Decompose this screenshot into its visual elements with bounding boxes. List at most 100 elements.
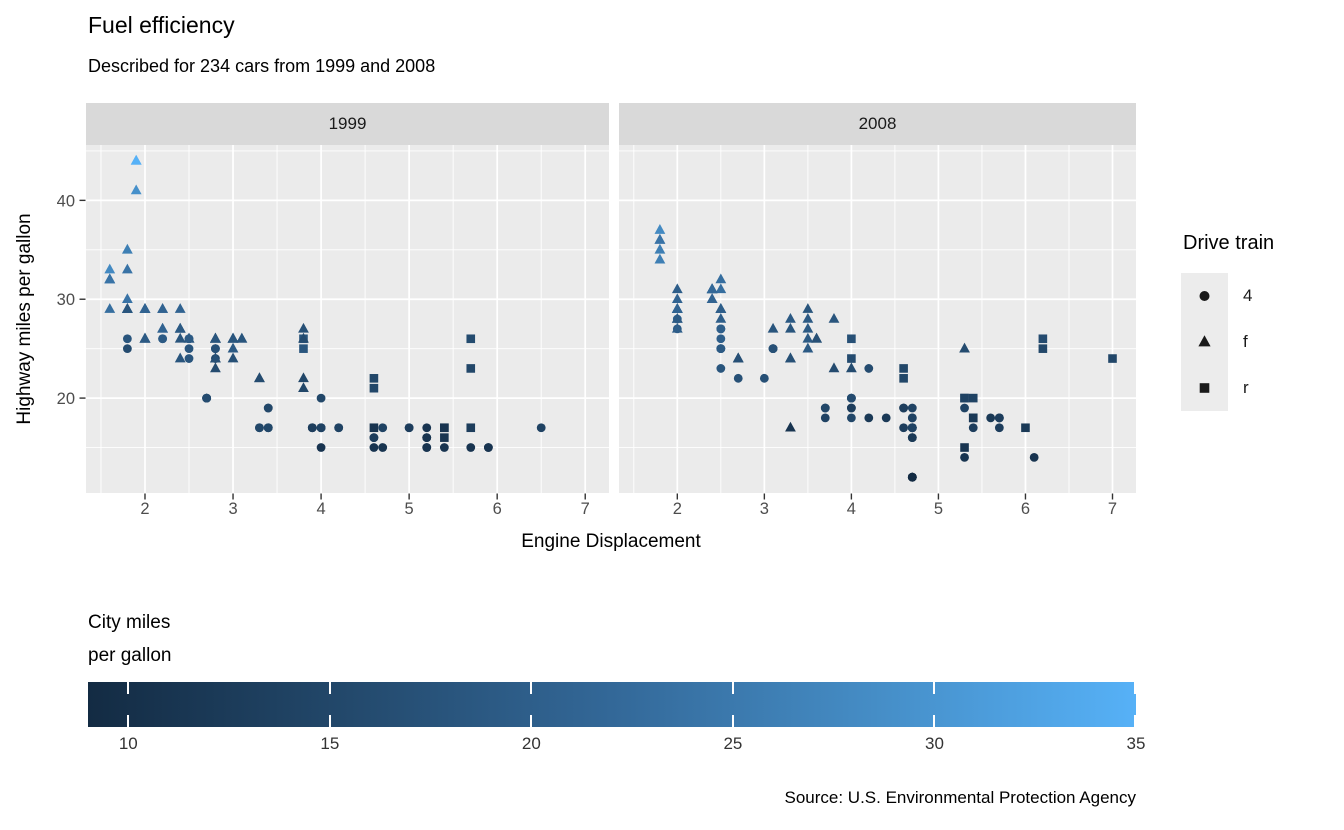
data-point-triangle [236,332,248,343]
data-point-triangle [671,322,683,333]
drive-train-legend: Drive train 4 f r [1181,232,1341,411]
y-tick-label: 20 [57,390,75,408]
x-tick-label: 2 [140,500,149,518]
data-point-square [466,364,476,373]
data-point-triangle [121,303,133,313]
data-point-triangle [139,332,151,343]
x-tick-label: 6 [493,500,502,518]
legend-label: 4 [1243,286,1253,305]
colorbar-tick-label: 25 [723,734,743,753]
data-point-circle [716,334,726,344]
x-tick-label: 3 [228,500,237,518]
data-point-square [299,344,308,353]
colorbar-title-line2: per gallon [88,645,172,666]
data-point-triangle [802,303,814,313]
data-point-triangle [139,303,151,313]
plot-title: Fuel efficiency [88,12,235,38]
data-point-circle [899,403,909,413]
facet-strip-2008: 2008 [619,103,1136,145]
data-point-circle [864,413,874,423]
panel-background [619,145,1136,493]
data-point-triangle [121,243,133,254]
colorbar-tick-mark [328,715,331,727]
data-point-circle [378,423,388,433]
data-point-triangle [715,283,727,294]
data-point-triangle [706,293,718,304]
data-point-triangle [130,154,142,165]
data-point-triangle [802,332,814,343]
data-point-triangle [254,372,265,383]
data-point-square [960,393,969,403]
data-point-square [1038,344,1048,353]
data-point-circle [378,443,388,452]
data-point-circle [716,344,726,354]
data-point-square [440,423,449,433]
data-point-circle [211,344,220,354]
data-point-triangle [174,352,186,363]
x-tick-label: 4 [847,500,856,518]
data-point-circle [422,423,432,433]
data-point-circle [316,423,326,433]
data-point-triangle [210,362,221,373]
colorbar-tick-mark [1134,682,1136,694]
colorbar-tick-label: 35 [1126,734,1146,753]
legend-entry-4: 4 [1181,273,1341,319]
y-axis-title: Highway miles per gallon [14,213,35,425]
data-point-circle [158,334,168,344]
colorbar-tick-label: 10 [118,734,138,753]
data-point-triangle [298,372,309,383]
legend-title: Drive train [1183,232,1275,254]
data-point-square [968,393,978,403]
data-point-circle [907,423,917,433]
data-point-circle [907,403,917,413]
data-point-triangle [210,352,221,363]
colorbar-tick-label: 30 [924,734,944,753]
data-point-circle [536,423,546,433]
data-point-circle [202,393,212,403]
colorbar-tick-mark [530,682,533,694]
data-point-triangle [715,303,727,313]
data-point-square [466,423,476,433]
data-point-circle [263,423,273,433]
colorbar-tick-mark [328,682,331,694]
data-point-circle [994,413,1004,423]
data-point-circle [466,443,476,452]
data-point-circle [184,354,194,363]
data-point-square [466,334,476,344]
triangle-key-icon [1181,319,1228,365]
data-point-triangle [298,382,309,393]
data-point-circle [907,472,917,482]
data-point-triangle [785,322,796,333]
data-point-circle [881,413,891,423]
colorbar-tick-mark [731,682,734,694]
data-point-triangle [767,322,779,333]
legend-entry-f: f [1181,319,1341,365]
square-key-icon [1181,365,1228,411]
data-point-square [968,413,978,423]
x-tick-label: 3 [760,500,769,518]
data-point-circle [846,403,856,413]
data-point-circle [960,403,969,413]
data-point-circle [960,453,969,462]
facet-strip-label: 2008 [858,114,897,133]
data-point-circle [255,423,264,433]
data-point-circle [422,433,432,443]
data-point-triangle [785,313,796,323]
data-point-circle [404,423,414,433]
data-point-triangle [654,224,666,234]
circle-key-icon [1181,273,1228,319]
data-point-circle [439,443,449,452]
data-point-triangle [959,342,970,353]
data-point-circle [1029,453,1039,462]
data-point-triangle [298,322,309,333]
data-point-square [440,433,449,442]
data-point-circle [907,413,917,423]
x-axis-title: Engine Displacement [521,531,701,552]
data-point-triangle [671,293,683,304]
data-point-square [369,423,379,433]
data-point-triangle [715,273,727,284]
data-point-square [847,334,856,344]
data-point-circle [864,364,874,373]
data-point-triangle [227,352,239,363]
